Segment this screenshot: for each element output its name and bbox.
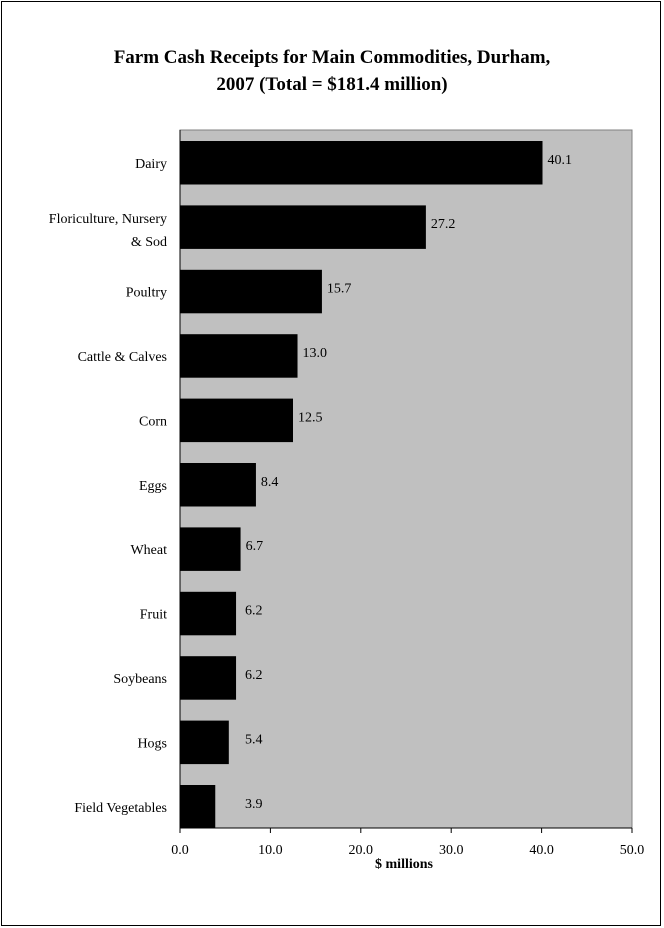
x-axis: 0.0 10.0 20.0 30.0 40.0 50.0 bbox=[171, 130, 644, 858]
data-label: 27.2 bbox=[431, 217, 456, 232]
category-label: Soybeans bbox=[113, 672, 167, 687]
category-label: Corn bbox=[139, 414, 167, 429]
x-tick-label: 10.0 bbox=[258, 843, 283, 858]
category-label: Floriculture, Nursery & Sod bbox=[49, 212, 167, 250]
data-label: 3.9 bbox=[245, 797, 263, 812]
data-label: 5.4 bbox=[245, 732, 263, 747]
data-labels: 40.1 27.2 15.7 13.0 12.5 8.4 6.7 6.2 6.2 5.4 3.9 bbox=[245, 153, 572, 812]
category-label: Cattle & Calves bbox=[78, 350, 167, 365]
bar bbox=[180, 334, 298, 378]
category-label: Eggs bbox=[139, 479, 167, 494]
bar bbox=[180, 269, 322, 314]
x-tick-label: 50.0 bbox=[620, 843, 645, 858]
data-label: 15.7 bbox=[327, 282, 352, 297]
bar bbox=[180, 398, 293, 443]
category-label: Field Vegetables bbox=[74, 801, 167, 816]
data-label: 12.5 bbox=[298, 410, 323, 425]
data-label: 6.2 bbox=[245, 604, 263, 619]
x-tick-label: 0.0 bbox=[171, 843, 189, 858]
data-label: 6.7 bbox=[246, 539, 264, 554]
chart-title: Farm Cash Receipts for Main Commodities,… bbox=[0, 44, 664, 98]
data-label: 8.4 bbox=[261, 475, 279, 490]
bars-group bbox=[180, 141, 543, 829]
category-labels: Dairy Floriculture, Nursery & Sod Poultry Ca… bbox=[49, 157, 167, 816]
x-axis-label: $ millions bbox=[375, 857, 434, 872]
bar bbox=[180, 785, 216, 829]
bar bbox=[180, 591, 237, 636]
x-tick-label: 40.0 bbox=[529, 843, 554, 858]
chart-title-line-2: 2007 (Total = $181.4 million) bbox=[216, 74, 448, 95]
category-label: Wheat bbox=[130, 543, 167, 558]
category-label: Hogs bbox=[137, 736, 167, 751]
chart-title-line-1: Farm Cash Receipts for Main Commodities,… bbox=[113, 47, 551, 68]
bar bbox=[180, 720, 229, 765]
x-tick-label: 20.0 bbox=[349, 843, 374, 858]
bar bbox=[180, 141, 543, 185]
category-label: Poultry bbox=[126, 286, 167, 301]
bar bbox=[180, 205, 426, 249]
x-tick-label: 30.0 bbox=[439, 843, 464, 858]
data-label: 40.1 bbox=[548, 153, 573, 168]
bar bbox=[180, 527, 241, 571]
bar bbox=[180, 463, 256, 507]
data-label: 6.2 bbox=[245, 668, 263, 683]
data-label: 13.0 bbox=[303, 346, 328, 361]
category-label: Fruit bbox=[140, 608, 167, 623]
bar bbox=[180, 656, 237, 700]
category-label: Dairy bbox=[135, 157, 167, 172]
